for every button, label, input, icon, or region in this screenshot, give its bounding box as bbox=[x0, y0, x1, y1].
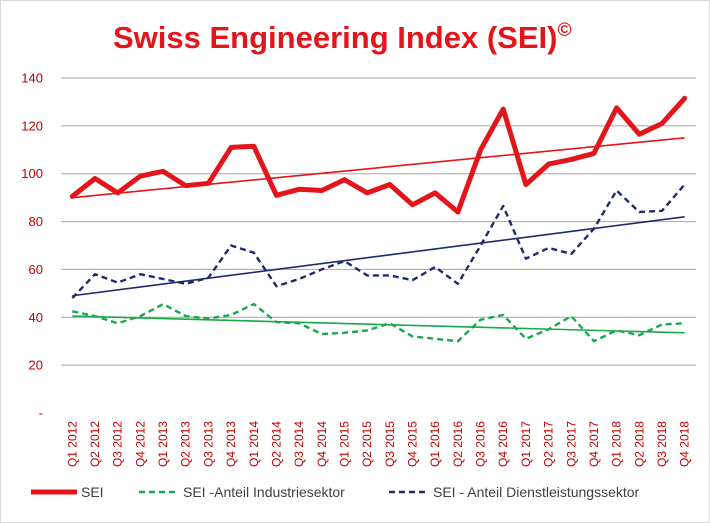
legend-label-sei-anteil-industriesektor: SEI -Anteil Industriesektor bbox=[183, 484, 345, 500]
x-tick-label: Q2 2016 bbox=[451, 421, 465, 467]
y-tick-label-140: 140 bbox=[21, 71, 43, 86]
x-tick-label: Q1 2015 bbox=[337, 421, 351, 467]
x-tick-label: Q2 2015 bbox=[360, 421, 374, 467]
x-tick-label: Q3 2014 bbox=[292, 421, 306, 467]
y-tick-label-40: 40 bbox=[29, 310, 43, 325]
x-tick-label: Q3 2016 bbox=[474, 421, 488, 467]
trendline-sei bbox=[72, 137, 685, 199]
x-tick-label: Q4 2015 bbox=[406, 421, 420, 467]
chart-title-text: Swiss Engineering Index (SEI) bbox=[113, 20, 557, 55]
y-tick-label-80: 80 bbox=[29, 214, 43, 229]
x-tick-label: Q1 2017 bbox=[519, 421, 533, 467]
trendline-sei-anteil-industriesektor bbox=[72, 315, 685, 334]
x-tick-label: Q4 2016 bbox=[496, 421, 510, 467]
gridlines bbox=[61, 77, 696, 366]
x-tick-label: Q3 2017 bbox=[564, 421, 578, 467]
trendlines bbox=[72, 137, 685, 334]
x-tick-label: Q4 2013 bbox=[224, 421, 238, 467]
x-tick-label: Q2 2017 bbox=[542, 421, 556, 467]
series-line-sei-anteil-dienstleistungssektor bbox=[71, 183, 686, 299]
x-tick-label: Q2 2018 bbox=[632, 421, 646, 467]
x-tick-label: Q2 2014 bbox=[269, 421, 283, 467]
x-tick-label: Q2 2013 bbox=[179, 421, 193, 467]
y-tick-label-100: 100 bbox=[21, 166, 43, 181]
x-tick-label: Q2 2012 bbox=[88, 421, 102, 467]
x-tick-label: Q3 2015 bbox=[383, 421, 397, 467]
legend: SEI SEI -Anteil Industriesektor SEI - Ante… bbox=[31, 484, 640, 500]
x-axis-ticks: Q1 2012 Q2 2012 Q3 2012 Q4 2012 Q1 2013 Q2 20… bbox=[65, 421, 691, 467]
x-tick-label: Q3 2012 bbox=[111, 421, 125, 467]
series-lines bbox=[69, 95, 688, 343]
y-tick-label-20: 20 bbox=[29, 358, 43, 373]
x-tick-label: Q4 2017 bbox=[587, 421, 601, 467]
x-tick-label: Q4 2012 bbox=[133, 421, 147, 467]
chart-title: Swiss Engineering Index (SEI)© bbox=[113, 20, 571, 55]
legend-label-sei: SEI bbox=[81, 484, 104, 500]
x-tick-label: Q1 2013 bbox=[156, 421, 170, 467]
x-tick-label: Q1 2018 bbox=[610, 421, 624, 467]
x-tick-label: Q1 2012 bbox=[65, 421, 79, 467]
legend-label-sei-anteil-dienstleistungssektor: SEI - Anteil Dienstleistungssektor bbox=[433, 484, 640, 500]
x-tick-label: Q3 2013 bbox=[201, 421, 215, 467]
series-line-sei-anteil-industriesektor bbox=[72, 302, 685, 343]
x-tick-label: Q4 2018 bbox=[678, 421, 692, 467]
x-tick-label: Q4 2014 bbox=[315, 421, 329, 467]
copyright-mark: © bbox=[557, 20, 571, 41]
series-line-sei bbox=[69, 95, 688, 215]
trendline-sei-anteil-dienstleistungssektor bbox=[72, 215, 685, 297]
y-axis-ticks: - 20 40 60 80 100 120 140 bbox=[21, 71, 43, 421]
x-tick-label: Q3 2018 bbox=[655, 421, 669, 467]
y-tick-label-0: - bbox=[39, 406, 43, 421]
y-tick-label-120: 120 bbox=[21, 118, 43, 133]
y-tick-label-60: 60 bbox=[29, 262, 43, 277]
x-tick-label: Q1 2014 bbox=[247, 421, 261, 467]
x-tick-label: Q1 2016 bbox=[428, 421, 442, 467]
